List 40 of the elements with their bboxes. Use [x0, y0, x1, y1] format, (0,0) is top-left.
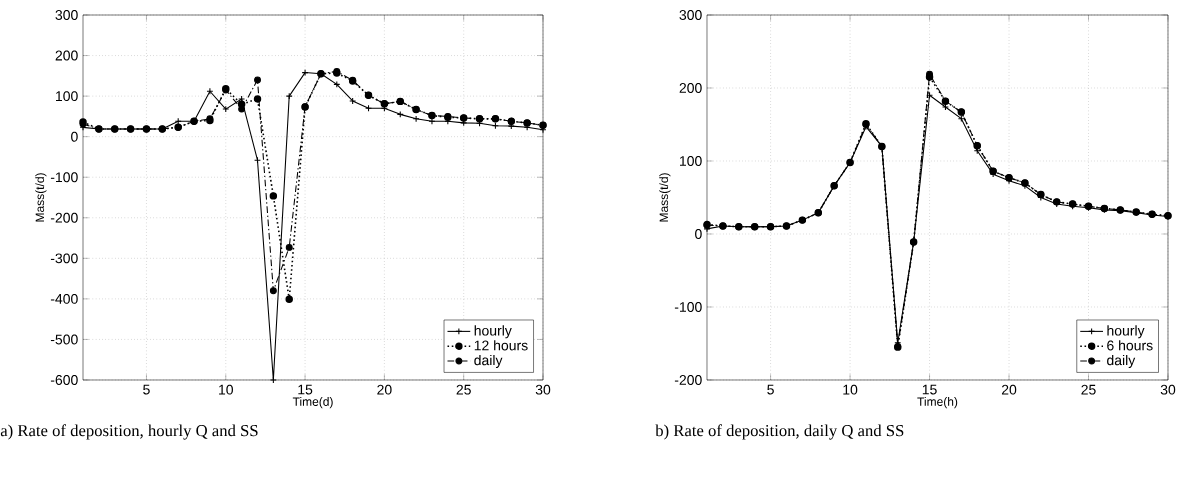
y-axis-title: Mass(t/d) [35, 173, 47, 222]
legend-label: 6 hours [1107, 340, 1153, 351]
y-tick-label: -200 [674, 375, 702, 385]
y-axis-title: Mass(t/d) [659, 173, 671, 222]
x-axis-title: Time(h) [917, 397, 958, 409]
y-tick-label: -400 [50, 293, 78, 304]
y-tick-label: -200 [50, 212, 78, 223]
legend-label: 12 hours [474, 340, 528, 351]
x-tick-label: 20 [1001, 384, 1017, 395]
y-tick-label: 0 [695, 229, 702, 239]
x-tick-label: 30 [535, 384, 551, 395]
text: a) Rate of deposition, hourly Q and SS [0, 424, 258, 440]
x-tick-label: 10 [219, 384, 233, 395]
legend-label: hourly [1107, 325, 1145, 339]
y-tick-label: -100 [50, 172, 78, 183]
x-tick-label: 25 [456, 384, 471, 395]
legend-label: daily [1107, 354, 1136, 368]
legend-label: hourly [474, 325, 512, 339]
x-tick-label: 15 [922, 384, 937, 395]
y-tick-label: -100 [674, 302, 702, 312]
x-axis-title: Time(d) [292, 397, 333, 409]
legend-label: daily [474, 354, 503, 368]
x-tick-label: 30 [1160, 384, 1176, 395]
y-tick-label: 0 [71, 131, 78, 142]
x-tick-label: 5 [143, 384, 150, 395]
y-tick-label: -500 [50, 334, 78, 345]
x-tick-label: 20 [377, 384, 392, 395]
text: b) Rate of deposition, daily Q and SS [655, 424, 904, 440]
y-tick-label: 300 [55, 10, 78, 20]
y-tick-label: 100 [680, 156, 702, 166]
y-tick-label: 300 [679, 10, 702, 20]
y-tick-label: 100 [56, 91, 78, 102]
x-tick-label: 10 [843, 384, 858, 395]
x-tick-label: 15 [298, 384, 313, 395]
x-tick-label: 5 [767, 384, 774, 395]
y-tick-label: 200 [679, 83, 702, 93]
y-tick-label: 200 [55, 50, 78, 61]
y-tick-label: -300 [50, 253, 78, 264]
x-tick-label: 25 [1081, 384, 1096, 395]
y-tick-label: -600 [50, 375, 78, 385]
